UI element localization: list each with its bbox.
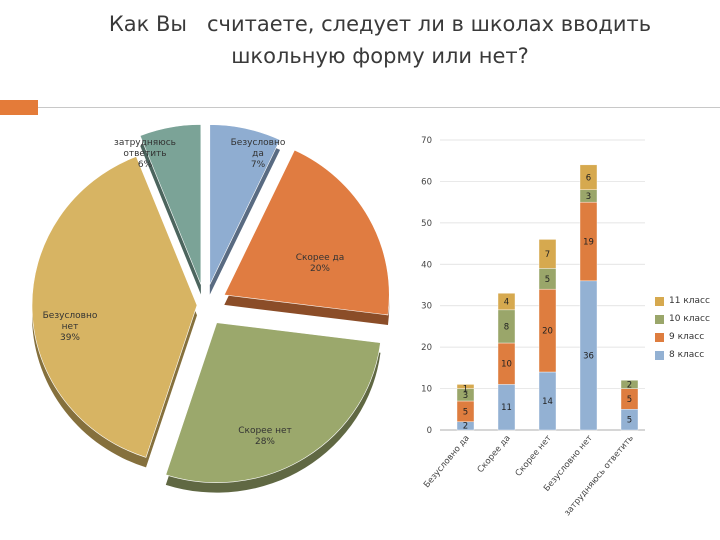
pie-label: 20% xyxy=(310,264,330,274)
pie-label: 7% xyxy=(251,160,266,170)
bar-data-label: 5 xyxy=(463,407,468,417)
pie-label: 6% xyxy=(138,160,153,170)
y-tick-label: 70 xyxy=(421,136,432,146)
pie-slice xyxy=(139,124,202,285)
y-tick-label: 20 xyxy=(421,343,432,353)
legend-swatch-10 xyxy=(655,314,664,324)
title-line-1: Как Вы считаете, следует ли в школах вво… xyxy=(108,12,652,36)
bar-legend: 11 класс 10 класс 9 класс 8 класс xyxy=(655,292,710,364)
bar-data-label: 2 xyxy=(627,380,632,390)
legend-label-9: 9 класс xyxy=(669,332,705,342)
bar-data-label: 5 xyxy=(545,275,550,285)
legend-label-8: 8 класс xyxy=(669,350,705,360)
bar-data-label: 5 xyxy=(627,416,632,426)
legend-item-10: 10 класс xyxy=(655,310,710,328)
pie-slice xyxy=(223,149,390,316)
pie-label: 39% xyxy=(60,333,80,343)
legend-swatch-11 xyxy=(655,296,664,306)
title-line-2: школьную форму или нет? xyxy=(231,44,529,68)
pie-label: затрудняюсь xyxy=(114,138,176,148)
chart-title: Как Вы считаете, следует ли в школах вво… xyxy=(60,8,700,72)
bar-data-label: 3 xyxy=(463,391,468,401)
bar-data-label: 19 xyxy=(583,238,594,248)
bar-data-label: 36 xyxy=(583,351,594,361)
pie-slice xyxy=(31,156,198,458)
y-tick-label: 40 xyxy=(421,260,432,270)
bar-data-label: 6 xyxy=(586,173,591,183)
bar-data-label: 11 xyxy=(501,403,512,413)
accent-bar xyxy=(0,100,38,115)
bar-segment xyxy=(497,293,516,311)
x-tick-label: затрудняюсь ответить xyxy=(563,434,636,519)
bar-data-label: 7 xyxy=(545,250,550,260)
bar-data-label: 2 xyxy=(463,422,468,432)
y-tick-label: 10 xyxy=(421,385,432,395)
bar-data-label: 3 xyxy=(586,192,591,202)
bar-segment xyxy=(456,384,475,389)
legend-item-8: 8 класс xyxy=(655,346,710,364)
y-tick-label: 30 xyxy=(421,302,432,312)
pie-label: Скорее нет xyxy=(238,426,292,436)
pie-label: Скорее да xyxy=(296,253,345,263)
pie-label: да xyxy=(252,149,264,159)
bar-data-label: 20 xyxy=(542,327,553,337)
pie-slice xyxy=(165,322,381,483)
bar-segment xyxy=(620,380,639,389)
title-rule xyxy=(38,107,720,108)
bar-data-label: 5 xyxy=(627,395,632,405)
x-tick-label: Скорее да xyxy=(476,434,513,476)
bar-data-label: 4 xyxy=(504,298,509,308)
bar-segment xyxy=(579,164,598,190)
pie-label: ответить xyxy=(123,149,166,159)
pie-label: Безусловно xyxy=(231,138,286,148)
bar-data-label: 14 xyxy=(542,397,553,407)
y-tick-label: 60 xyxy=(421,177,432,187)
legend-label-11: 11 класс xyxy=(669,296,710,306)
bar-segment xyxy=(538,239,557,269)
pie-label: Безусловно xyxy=(43,311,98,321)
pie-label: 28% xyxy=(255,437,275,447)
pie-slice xyxy=(209,124,281,285)
bar-data-label: 10 xyxy=(501,360,512,370)
bar-data-label: 8 xyxy=(504,322,509,332)
legend-item-11: 11 класс xyxy=(655,292,710,310)
legend-label-10: 10 класс xyxy=(669,314,710,324)
bar-data-label: 1 xyxy=(463,384,468,394)
legend-item-9: 9 класс xyxy=(655,328,710,346)
x-tick-label: Скорее нет xyxy=(514,433,554,478)
y-tick-label: 50 xyxy=(421,219,432,229)
pie-label: нет xyxy=(62,322,79,332)
legend-swatch-9 xyxy=(655,332,664,342)
legend-swatch-8 xyxy=(655,350,664,360)
y-tick-label: 0 xyxy=(427,426,432,436)
x-tick-label: Безусловно да xyxy=(422,434,472,491)
